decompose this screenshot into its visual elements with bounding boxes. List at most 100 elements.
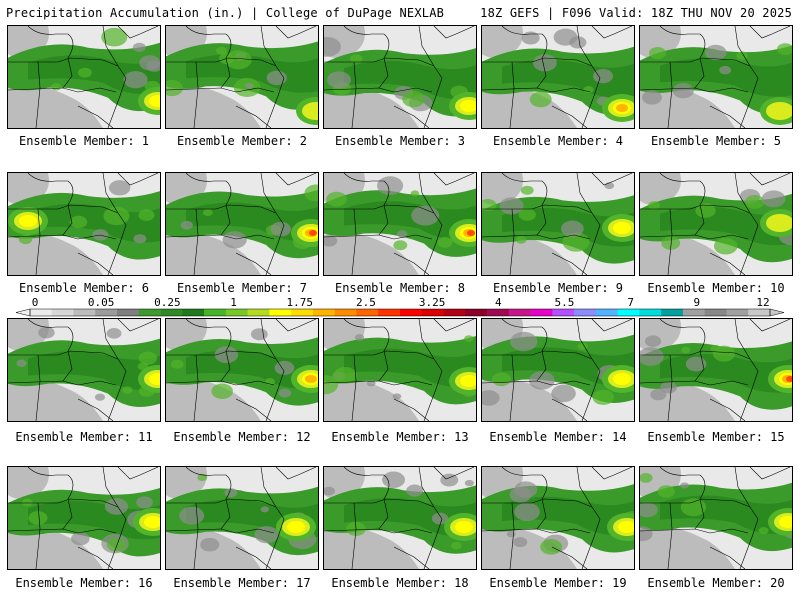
precip-cell [672,83,694,99]
precip-cell [649,46,667,60]
light-precip-area [482,173,523,206]
precip-cell [451,541,462,550]
color-scale-bar [15,308,785,317]
color-scale-segment [574,309,597,316]
state-border [551,252,588,275]
precip-cell [482,199,497,212]
ensemble-panel-18 [323,466,477,570]
precip-cell [78,67,92,78]
color-scale-tick-label: 0.25 [154,296,181,309]
precip-cell [520,185,534,195]
coastline [433,173,475,186]
color-scale-segment [726,309,749,316]
coastline [749,319,791,332]
precip-cell [681,346,691,354]
light-precip-area [482,26,523,59]
precip-core [786,376,792,382]
coastline [418,26,443,128]
state-border [220,33,232,89]
coastline [591,173,633,186]
precip-cell [132,42,146,52]
precip-cell [402,91,425,108]
state-border [62,33,74,89]
state-border [482,528,591,534]
coastline [734,26,759,128]
coastline [260,173,285,275]
color-scale-tick-label: 2.5 [355,296,376,309]
precip-cell [640,502,658,518]
precip-cell [641,90,662,105]
color-scale-segment [138,309,161,316]
precip-cell [719,65,732,75]
precip-cell [410,190,420,197]
precip-swath-inner [28,500,160,540]
precip-cell [350,54,363,64]
coastline [576,467,601,569]
ensemble-map [8,173,160,275]
state-border [667,354,673,421]
state-border [166,234,275,240]
ensemble-member-label: Ensemble Member: 9 [492,281,624,295]
state-border [551,546,588,569]
precip-swath-inner [344,201,476,240]
coastline [749,173,791,186]
precip-cell [521,31,540,45]
state-border [640,234,749,240]
light-precip-area [8,526,103,569]
precip-cell [224,488,238,498]
lake-outline [185,26,226,35]
precip-swath-inner [660,58,792,97]
state-border [166,87,275,93]
state-border [220,474,232,530]
state-border [482,87,591,93]
coastline [102,319,127,421]
ensemble-member-label: Ensemble Member: 13 [331,430,469,444]
precip-core [616,104,628,112]
ensemble-map [166,467,318,569]
ensemble-map [166,26,318,128]
ensemble-member-label: Ensemble Member: 15 [647,430,785,444]
state-border [378,326,390,382]
color-scale-segment [639,309,662,316]
precip-cell [101,27,128,47]
light-precip-area [482,526,577,569]
state-border [378,33,390,89]
ensemble-panel-13 [323,318,477,422]
state-border [8,57,119,67]
ensemble-panel-1 [7,25,161,129]
precip-cell [593,68,613,84]
precip-cell [640,347,664,366]
ensemble-panel-3 [323,25,477,129]
color-scale-segment [117,309,140,316]
color-scale-tick-label: 1 [230,296,237,309]
precip-cell [713,237,738,255]
state-border [551,105,588,128]
precip-cell [215,46,227,55]
state-border [393,546,430,569]
ensemble-member-label: Ensemble Member: 3 [334,134,466,148]
precip-swath-inner [344,60,476,100]
state-border [640,87,749,93]
color-scale-tick-label: 1.75 [286,296,313,309]
precip-cell [528,371,555,390]
precip-cell [712,345,736,362]
lake-outline [501,173,542,182]
precip-cell [514,502,540,522]
color-scale-segment [204,309,227,316]
precip-cell [510,331,538,352]
state-border [35,354,41,421]
ensemble-member-label: Ensemble Member: 8 [334,281,466,295]
precip-swath-inner [344,498,476,537]
precip-cell [592,389,614,405]
state-border [378,180,390,236]
color-scale-tick-label: 0.05 [87,296,115,309]
ensemble-panel-17 [165,466,319,570]
ensemble-member-label: Ensemble Member: 4 [492,134,624,148]
precip-cell [326,191,347,207]
light-precip-area [324,85,419,128]
precip-core [144,516,160,528]
light-precip-area [166,232,261,275]
scale-arrow-right [769,308,785,317]
precip-cell [744,194,765,209]
precip-swath-inner [660,206,792,246]
